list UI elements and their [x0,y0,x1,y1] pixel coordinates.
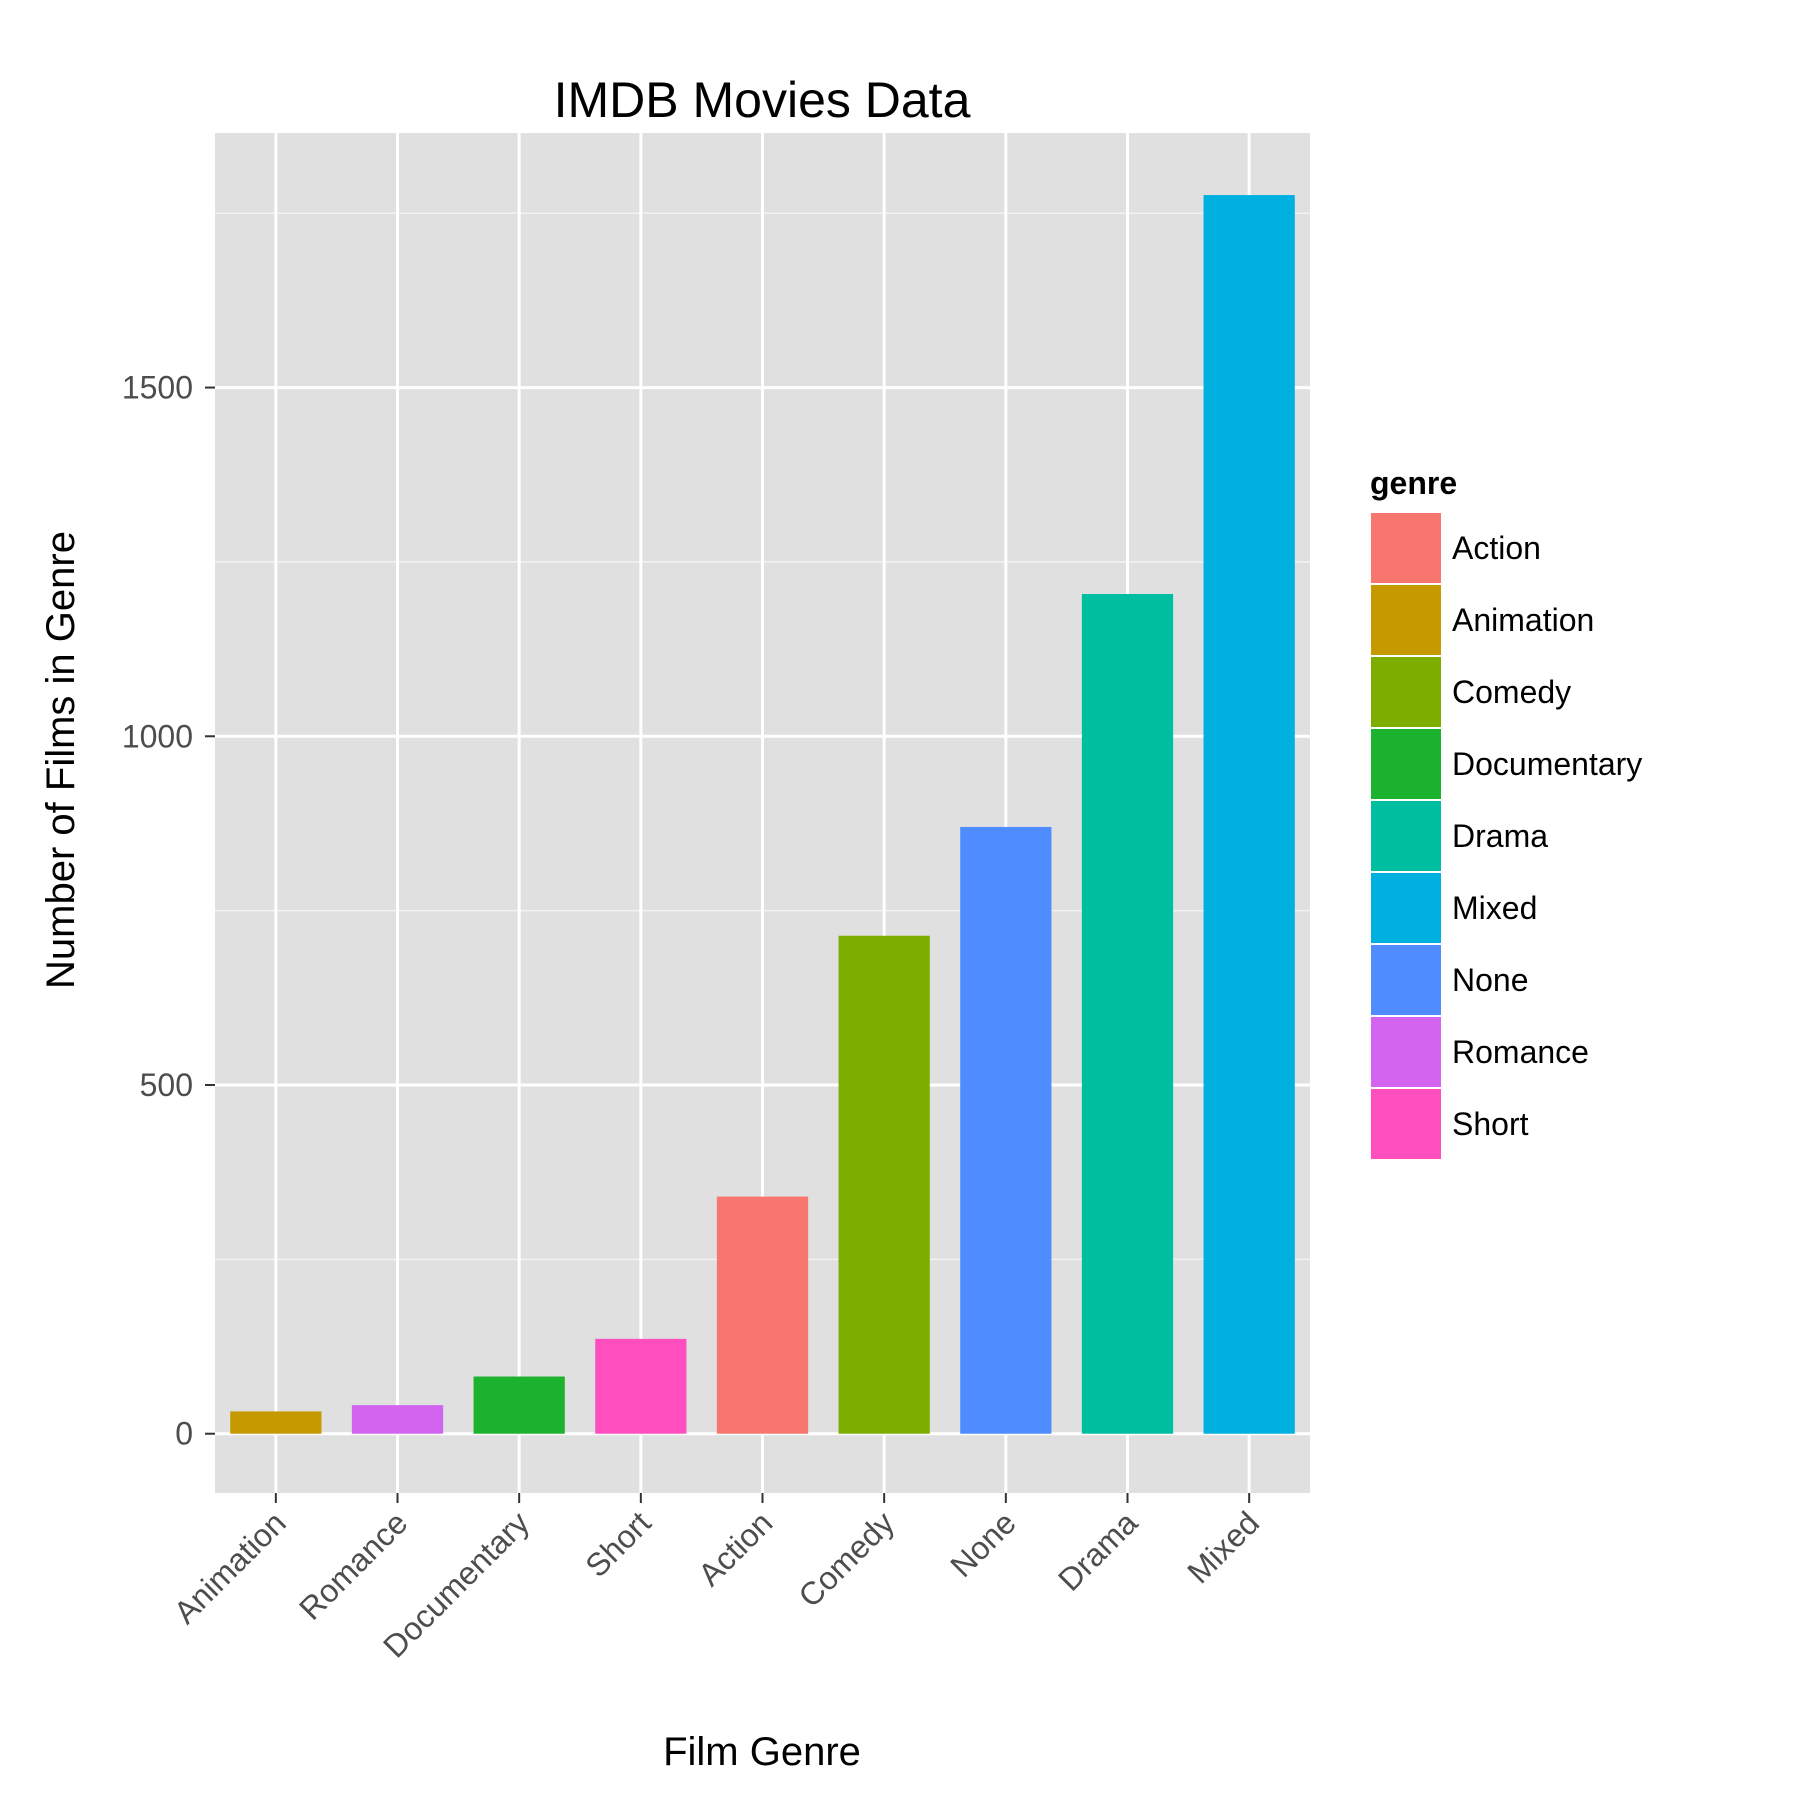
bar-none [960,826,1052,1434]
legend-key-mixed [1369,871,1443,945]
legend-label: Short [1452,1106,1529,1142]
bar-mixed [1203,195,1295,1434]
legend-label: Animation [1452,602,1594,638]
bar-drama [1081,594,1174,1434]
x-tick-label: Short [578,1504,658,1584]
bar-animation [230,1411,322,1434]
legend-key-short [1369,1087,1443,1161]
legend-label: Romance [1452,1034,1589,1070]
legend-key-drama [1369,799,1443,873]
chart-title: IMDB Movies Data [554,72,971,128]
y-tick-label: 1500 [122,370,193,406]
y-axis-title: Number of Films in Genre [39,531,83,989]
x-axis-title: Film Genre [663,1730,861,1774]
y-tick-label: 0 [175,1416,193,1452]
legend-label: None [1452,962,1529,998]
legend-label: Mixed [1452,890,1537,926]
legend-key-romance [1369,1015,1443,1089]
x-tick-label: Drama [1051,1504,1144,1597]
legend-key-comedy [1369,655,1443,729]
bar-romance [351,1405,444,1434]
legend-title: genre [1370,465,1457,501]
bar-comedy [838,935,930,1434]
legend-label: Documentary [1452,746,1642,782]
x-tick-label: Animation [167,1504,293,1630]
legend-label: Action [1452,530,1541,566]
x-tick-label: Action [691,1504,779,1592]
x-tick-label: Comedy [791,1504,901,1614]
x-tick-label: None [943,1504,1023,1584]
y-axis: 0 500 1000 1500 [122,370,215,1452]
x-tick-label: Mixed [1180,1504,1266,1590]
legend-key-documentary [1369,727,1443,801]
bar-documentary [473,1376,565,1434]
legend: genre Action Animation Comedy Documentary Dr… [1369,465,1642,1161]
plot-panel [215,133,1310,1493]
y-tick-label: 500 [140,1067,193,1103]
legend-key-none [1369,943,1443,1017]
x-tick-label: Romance [292,1504,414,1626]
legend-key-animation [1369,583,1443,657]
legend-label: Comedy [1452,674,1571,710]
bar-action [716,1196,809,1434]
legend-key-action [1369,511,1443,585]
bar-short [595,1338,687,1434]
y-tick-label: 1000 [122,718,193,754]
legend-label: Drama [1452,818,1548,854]
